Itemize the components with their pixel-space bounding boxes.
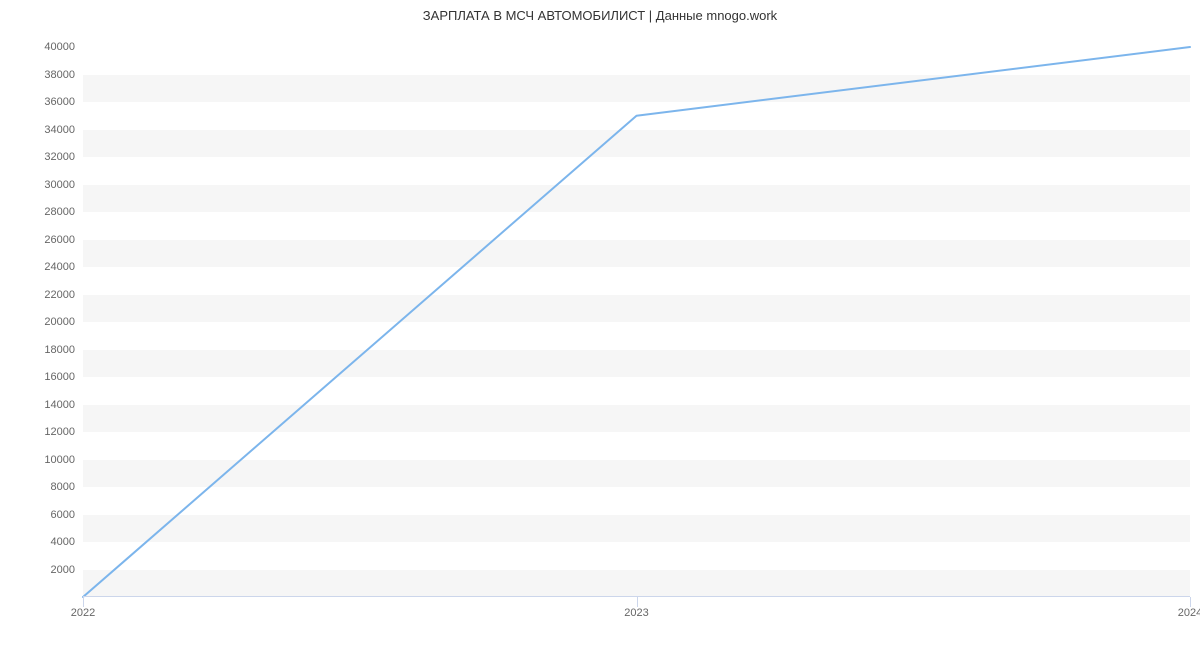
y-tick-label: 32000	[44, 151, 75, 163]
y-tick-label: 22000	[44, 289, 75, 301]
y-tick-label: 28000	[44, 206, 75, 218]
salary-chart: ЗАРПЛАТА В МСЧ АВТОМОБИЛИСТ | Данные mno…	[0, 0, 1200, 650]
y-tick-label: 38000	[44, 69, 75, 81]
y-tick-label: 20000	[44, 316, 75, 328]
y-tick-label: 18000	[44, 344, 75, 356]
y-tick-label: 8000	[51, 481, 75, 493]
x-tick-mark	[83, 597, 84, 607]
series-line	[83, 47, 1190, 597]
y-tick-label: 34000	[44, 124, 75, 136]
y-tick-label: 30000	[44, 179, 75, 191]
y-tick-label: 12000	[44, 426, 75, 438]
x-tick-label: 2022	[71, 607, 95, 619]
x-tick-label: 2023	[624, 607, 648, 619]
y-tick-label: 40000	[44, 41, 75, 53]
y-tick-label: 36000	[44, 96, 75, 108]
plot-area: 2000400060008000100001200014000160001800…	[83, 47, 1190, 597]
y-tick-label: 16000	[44, 371, 75, 383]
x-tick-label: 2024	[1178, 607, 1200, 619]
y-tick-label: 4000	[51, 536, 75, 548]
y-tick-label: 6000	[51, 509, 75, 521]
y-tick-label: 14000	[44, 399, 75, 411]
line-layer	[83, 47, 1190, 597]
y-tick-label: 24000	[44, 261, 75, 273]
y-tick-label: 26000	[44, 234, 75, 246]
y-tick-label: 2000	[51, 564, 75, 576]
chart-title: ЗАРПЛАТА В МСЧ АВТОМОБИЛИСТ | Данные mno…	[0, 8, 1200, 23]
x-tick-mark	[1190, 597, 1191, 607]
x-tick-mark	[637, 597, 638, 607]
y-tick-label: 10000	[44, 454, 75, 466]
